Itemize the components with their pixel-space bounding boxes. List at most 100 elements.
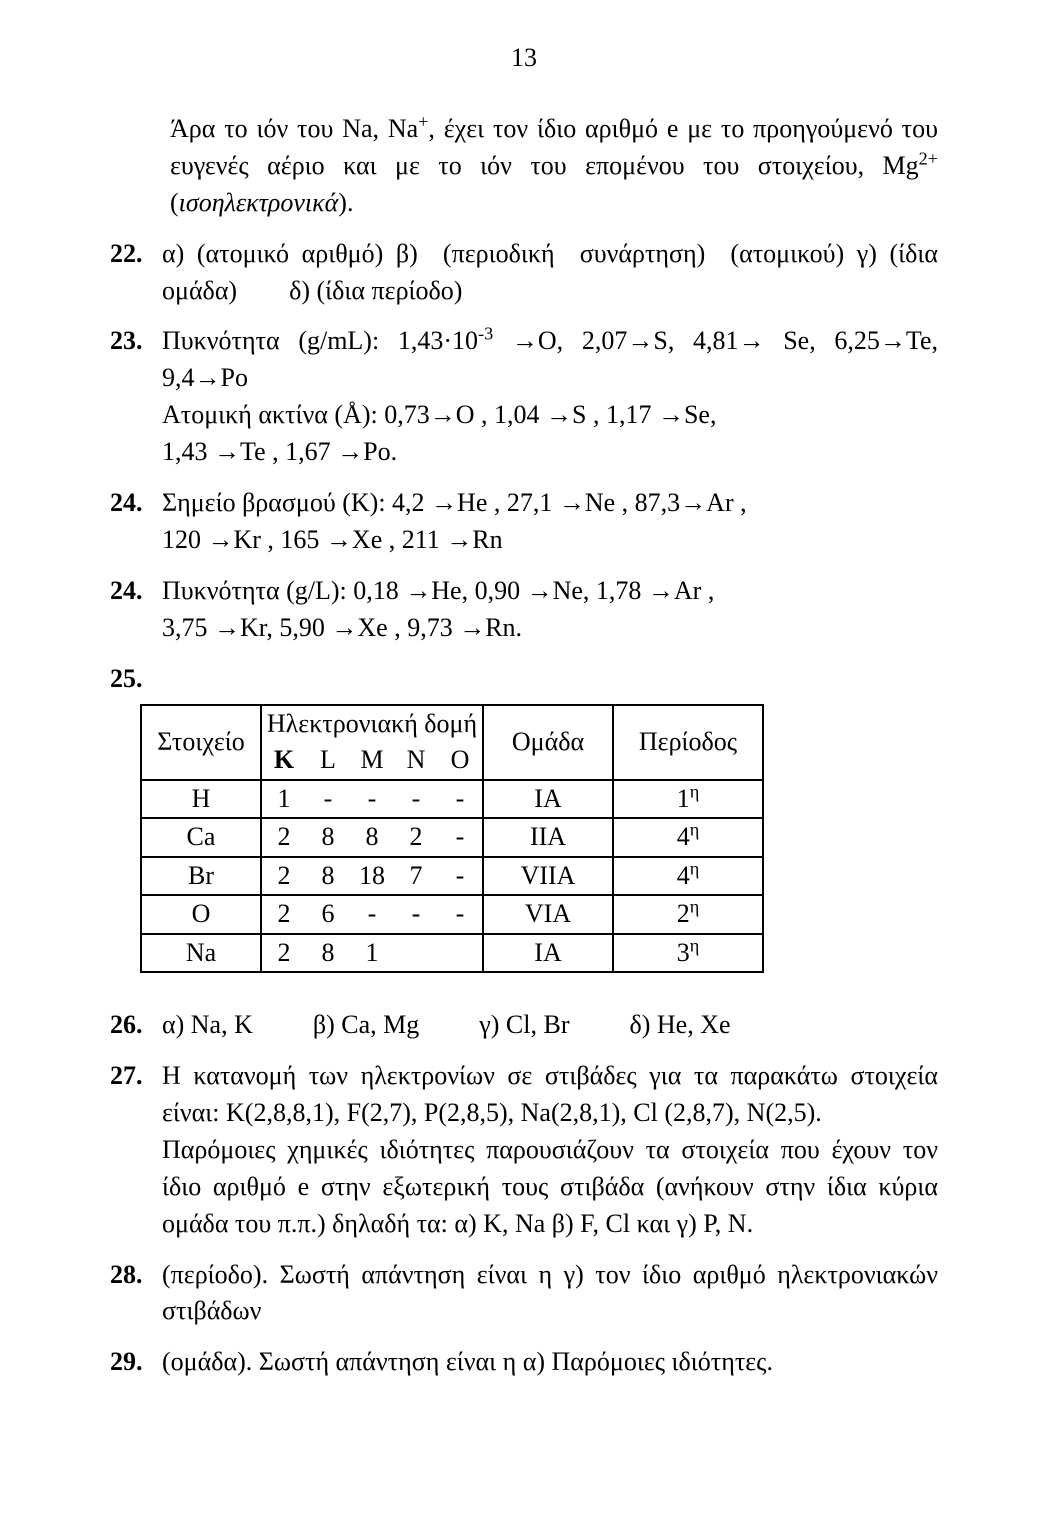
q23-sup: -3 — [478, 324, 493, 344]
intro-paragraph: Άρα το ιόν του Na, Na+, έχει τον ίδιο αρ… — [110, 111, 938, 222]
table-row: H 1 - - - - IA 1η — [141, 780, 763, 819]
q26-d: δ) He, Xe — [629, 1007, 730, 1044]
cell-shell: - — [394, 780, 438, 819]
cell-shell: - — [306, 780, 350, 819]
q23-line3: 1,43 →Te , 1,67 →Po. — [162, 437, 397, 466]
cell-element: Na — [141, 934, 261, 973]
th-period: Περίοδος — [613, 705, 763, 780]
cell-shell: - — [394, 895, 438, 934]
intro-text-3: ( — [170, 188, 179, 217]
cell-group: VIA — [483, 895, 613, 934]
q24b-number: 24. — [110, 573, 162, 610]
question-24b: 24. Πυκνότητα (g/L): 0,18 →He, 0,90 →Ne,… — [110, 573, 938, 647]
q26-b: β) Ca, Mg — [313, 1007, 419, 1044]
table-header-row-1: Στοιχείο Ηλεκτρονιακή δομή Ομάδα Περίοδο… — [141, 705, 763, 743]
q26-body: α) Na, K β) Ca, Mg γ) Cl, Br δ) He, Xe — [162, 1007, 938, 1044]
q24b-line2: 3,75 →Kr, 5,90 →Xe , 9,73 →Rn. — [162, 613, 522, 642]
intro-text-1: Άρα το ιόν του Na, Na — [170, 114, 418, 143]
cell-shell — [394, 934, 438, 973]
table-row: Na 2 8 1 IA 3η — [141, 934, 763, 973]
cell-shell: 2 — [261, 818, 306, 857]
cell-group: IA — [483, 780, 613, 819]
cell-element: H — [141, 780, 261, 819]
cell-shell: 1 — [350, 934, 394, 973]
q27-p2: Παρόμοιες χημικές ιδιότητες παρουσιάζουν… — [162, 1132, 938, 1243]
cell-shell: 8 — [306, 818, 350, 857]
elements-table: Στοιχείο Ηλεκτρονιακή δομή Ομάδα Περίοδο… — [140, 704, 764, 974]
cell-period: 2η — [613, 895, 763, 934]
question-23: 23. Πυκνότητα (g/mL): 1,43·10-3 →O, 2,07… — [110, 323, 938, 471]
q23-number: 23. — [110, 323, 162, 360]
cell-group: IA — [483, 934, 613, 973]
q24a-number: 24. — [110, 485, 162, 522]
q27-number: 27. — [110, 1058, 162, 1095]
cell-shell: 6 — [306, 895, 350, 934]
question-28: 28. (περίοδο). Σωστή απάντηση είναι η γ)… — [110, 1257, 938, 1331]
q26-c: γ) Cl, Br — [479, 1007, 569, 1044]
question-27: 27. Η κατανομή των ηλεκτρονίων σε στιβάδ… — [110, 1058, 938, 1243]
cell-period: 3η — [613, 934, 763, 973]
cell-element: Br — [141, 857, 261, 896]
cell-shell: 1 — [261, 780, 306, 819]
cell-element: O — [141, 895, 261, 934]
intro-text-4: ). — [338, 188, 353, 217]
q24a-body: Σημείο βρασμού (K): 4,2 →He , 27,1 →Ne ,… — [162, 485, 938, 559]
cell-shell: 2 — [394, 818, 438, 857]
table-row: O 2 6 - - - VIA 2η — [141, 895, 763, 934]
cell-shell: - — [438, 780, 483, 819]
q24a-line1: Σημείο βρασμού (K): 4,2 →He , 27,1 →Ne ,… — [162, 488, 747, 517]
q22-number: 22. — [110, 236, 162, 273]
cell-period: 1η — [613, 780, 763, 819]
question-29: 29. (ομάδα). Σωστή απάντηση είναι η α) Π… — [110, 1344, 938, 1381]
cell-shell: - — [438, 818, 483, 857]
q24a-line2: 120 →Kr , 165 →Xe , 211 →Rn — [162, 525, 503, 554]
q25-number: 25. — [110, 661, 162, 698]
q29-number: 29. — [110, 1344, 162, 1381]
question-24a: 24. Σημείο βρασμού (K): 4,2 →He , 27,1 →… — [110, 485, 938, 559]
cell-group: VIIA — [483, 857, 613, 896]
q26-a: α) Na, K — [162, 1007, 253, 1044]
q23-body: Πυκνότητα (g/mL): 1,43·10-3 →O, 2,07→S, … — [162, 323, 938, 471]
q23-line2: Ατομική ακτίνα (Å): 0,73→O , 1,04 →S , 1… — [162, 400, 716, 429]
table-row: Br 2 8 18 7 - VIIA 4η — [141, 857, 763, 896]
superscript-2plus: 2+ — [919, 148, 938, 168]
cell-shell: 2 — [261, 857, 306, 896]
question-26: 26. α) Na, K β) Ca, Mg γ) Cl, Br δ) He, … — [110, 1007, 938, 1044]
cell-period: 4η — [613, 818, 763, 857]
cell-shell: - — [350, 780, 394, 819]
q28-body: (περίοδο). Σωστή απάντηση είναι η γ) τον… — [162, 1257, 938, 1331]
q29-body: (ομάδα). Σωστή απάντηση είναι η α) Παρόμ… — [162, 1344, 938, 1381]
cell-shell: - — [438, 895, 483, 934]
cell-shell — [438, 934, 483, 973]
q27-body: Η κατανομή των ηλεκτρονίων σε στιβάδες γ… — [162, 1058, 938, 1243]
th-group: Ομάδα — [483, 705, 613, 780]
cell-shell: 8 — [306, 934, 350, 973]
q26-number: 26. — [110, 1007, 162, 1044]
table-row: Ca 2 8 8 2 - IIA 4η — [141, 818, 763, 857]
question-22: 22. α) (ατομικό αριθμό) β) (περιοδική συ… — [110, 236, 938, 310]
th-shell-m: M — [350, 742, 394, 780]
cell-period: 4η — [613, 857, 763, 896]
q27-p1: Η κατανομή των ηλεκτρονίων σε στιβάδες γ… — [162, 1058, 938, 1132]
cell-element: Ca — [141, 818, 261, 857]
question-25: 25. — [110, 661, 938, 698]
q24b-body: Πυκνότητα (g/L): 0,18 →He, 0,90 →Ne, 1,7… — [162, 573, 938, 647]
cell-shell: - — [350, 895, 394, 934]
superscript-plus: + — [418, 111, 428, 131]
th-shell-n: N — [394, 742, 438, 780]
cell-shell: 8 — [350, 818, 394, 857]
cell-shell: 7 — [394, 857, 438, 896]
cell-group: IIA — [483, 818, 613, 857]
q24b-line1: Πυκνότητα (g/L): 0,18 →He, 0,90 →Ne, 1,7… — [162, 576, 714, 605]
cell-shell: - — [438, 857, 483, 896]
th-shell-k: K — [261, 742, 306, 780]
th-element: Στοιχείο — [141, 705, 261, 780]
th-config: Ηλεκτρονιακή δομή — [261, 705, 483, 743]
cell-shell: 2 — [261, 934, 306, 973]
th-shell-l: L — [306, 742, 350, 780]
q23-line1a: Πυκνότητα (g/mL): 1,43·10 — [162, 326, 478, 355]
intro-italic: ισοηλεκτρονικά — [179, 188, 339, 217]
page-number: 13 — [110, 40, 938, 77]
q22-body: α) (ατομικό αριθμό) β) (περιοδική συνάρτ… — [162, 236, 938, 310]
cell-shell: 2 — [261, 895, 306, 934]
